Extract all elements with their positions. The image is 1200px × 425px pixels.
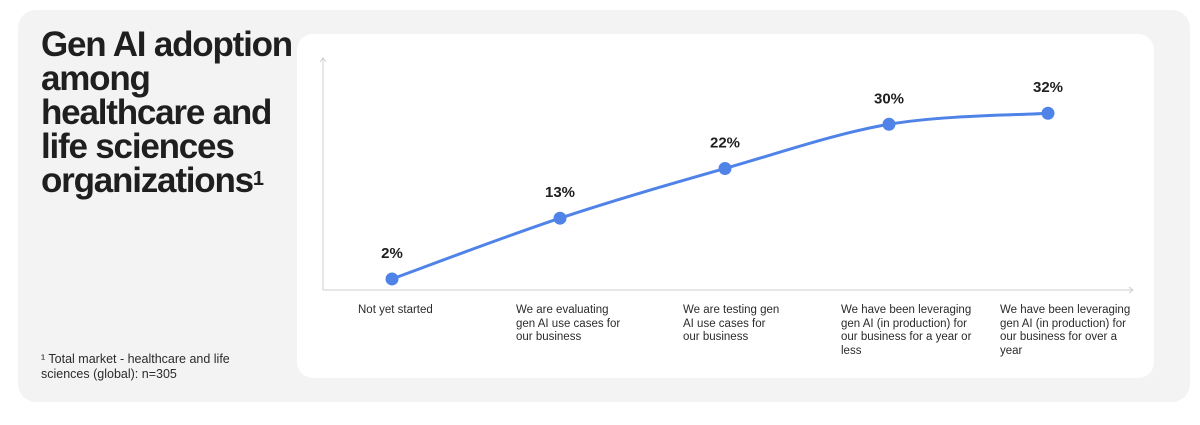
chart-card: 2% 13% 22% 30% 32% Not yet started We are eva…	[297, 34, 1154, 378]
data-label: 2%	[381, 245, 403, 262]
footnote: ¹ Total market - healthcare and life sci…	[41, 352, 230, 381]
x-tick-label: We are testing gen AI use cases for our …	[683, 304, 780, 343]
data-label: 13%	[545, 184, 575, 201]
y-axis-arrow	[319, 57, 327, 63]
data-point	[385, 272, 399, 286]
data-label: 30%	[874, 90, 904, 107]
data-label: 32%	[1033, 79, 1063, 96]
title-text: Gen AI adoption among healthcare and lif…	[41, 25, 293, 200]
data-point	[1041, 106, 1055, 120]
x-tick-label: We are evaluating gen AI use cases for o…	[516, 304, 621, 343]
line-chart: 2% 13% 22% 30% 32%	[319, 57, 1134, 294]
data-label: 22%	[710, 134, 740, 151]
x-tick-label: Not yet started	[358, 304, 433, 316]
x-tick-label: We have been leveraging gen AI (in produ…	[841, 304, 972, 357]
title-footnote-marker: 1	[252, 168, 265, 190]
data-point	[718, 161, 732, 175]
page-title: Gen AI adoption among healthcare and lif…	[41, 25, 301, 200]
x-tick-label: We have been leveraging gen AI (in produ…	[1000, 304, 1131, 357]
data-point	[553, 211, 567, 225]
x-axis-arrow	[1128, 286, 1134, 294]
data-point	[882, 117, 896, 131]
